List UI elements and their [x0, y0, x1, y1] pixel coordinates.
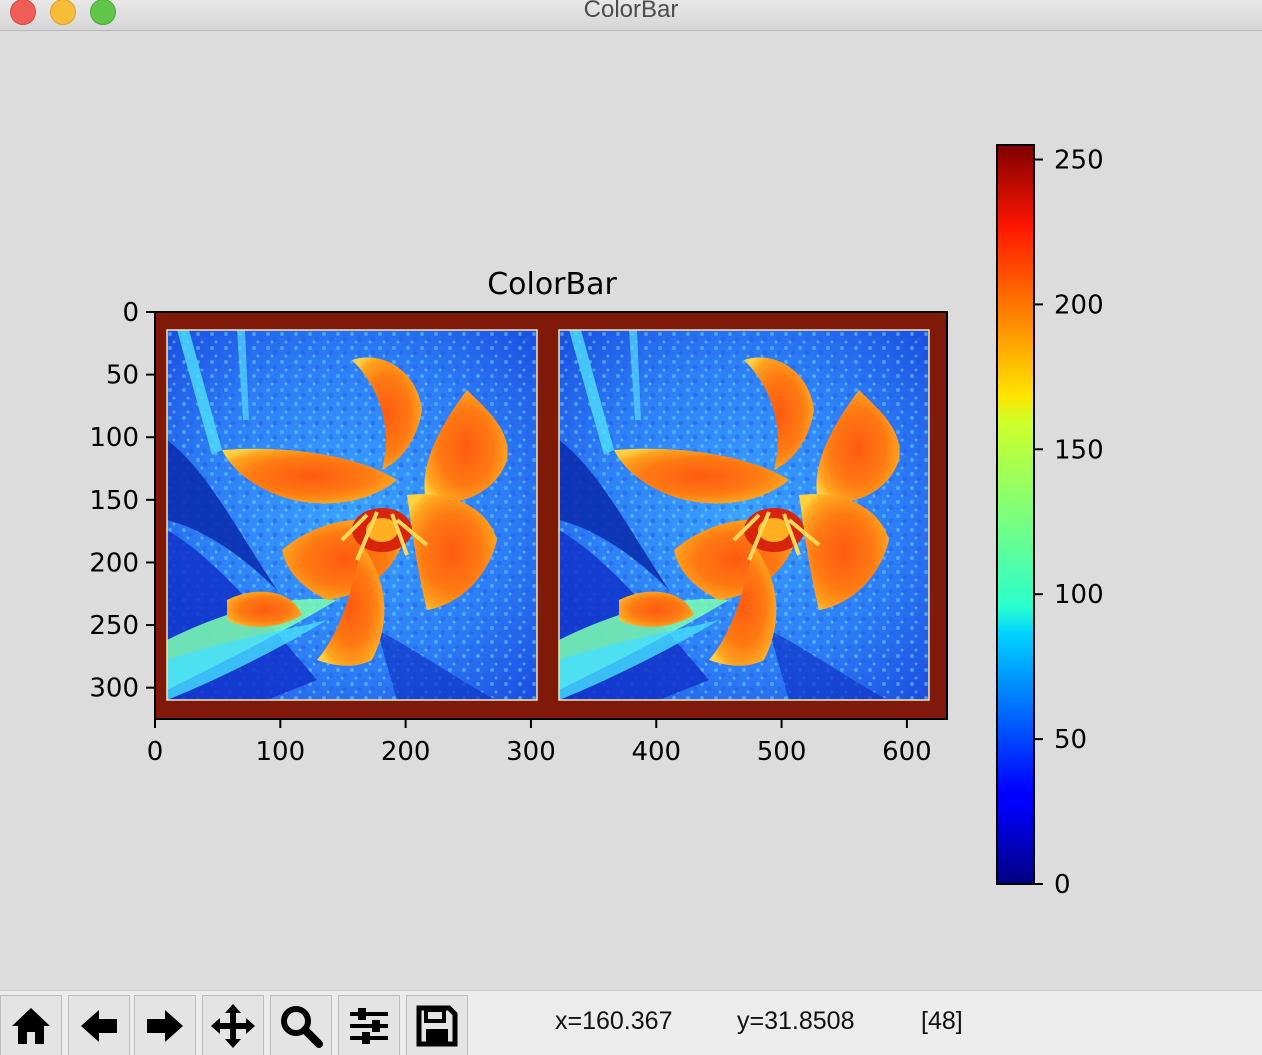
maximize-window-button[interactable]	[90, 0, 116, 25]
y-tick-label: 0	[122, 298, 139, 328]
figure-canvas[interactable]: ColorBar 0 100 200 300 400 500 600 05010015020…	[0, 31, 1262, 989]
pixel-value-readout: [48]	[921, 1007, 963, 1035]
minimize-window-button[interactable]	[50, 0, 76, 25]
x-tick-label: 0	[147, 737, 164, 767]
magnifier-icon	[281, 1005, 323, 1048]
back-button[interactable]	[68, 995, 130, 1055]
forward-button[interactable]	[134, 995, 196, 1055]
colorbar-tick-label: 0	[1054, 870, 1071, 900]
home-icon	[12, 1007, 50, 1044]
colorbar	[996, 144, 1035, 885]
colorbar-tick-label: 250	[1054, 145, 1104, 175]
save-button[interactable]	[406, 995, 468, 1055]
window-titlebar: ColorBar	[0, 0, 1262, 31]
pan-button[interactable]	[202, 995, 264, 1055]
y-tick-label: 100	[89, 423, 139, 453]
y-tick-label: 250	[89, 611, 139, 641]
colorbar-tick-label: 200	[1054, 290, 1104, 320]
x-tick-label: 300	[506, 737, 556, 767]
home-button[interactable]	[0, 995, 62, 1055]
floppy-disk-icon	[416, 1005, 458, 1046]
y-tick-label: 150	[89, 486, 139, 516]
move-icon	[211, 1003, 255, 1048]
zoom-button[interactable]	[270, 995, 332, 1055]
colorbar-tick-label: 100	[1054, 580, 1104, 610]
x-tick-label: 500	[757, 737, 807, 767]
configure-subplots-button[interactable]	[338, 995, 400, 1055]
x-tick-label: 600	[882, 737, 932, 767]
right-image[interactable]	[558, 329, 930, 701]
colorbar-tick-label: 50	[1054, 725, 1087, 755]
chart-title: ColorBar	[487, 267, 617, 302]
x-tick-label: 200	[381, 737, 431, 767]
y-tick-label: 50	[106, 361, 139, 391]
x-tick-label: 400	[631, 737, 681, 767]
close-window-button[interactable]	[10, 0, 36, 25]
colorbar-tick-label: 150	[1054, 435, 1104, 465]
y-coordinate-readout: y=31.8508	[737, 1007, 855, 1035]
arrow-right-icon	[147, 1009, 183, 1042]
axes-spine	[154, 311, 948, 720]
left-image[interactable]	[166, 329, 538, 701]
x-coordinate-readout: x=160.367	[555, 1007, 673, 1035]
sliders-icon	[350, 1007, 388, 1044]
window-title: ColorBar	[583, 0, 679, 23]
arrow-left-icon	[81, 1009, 117, 1042]
x-tick-label: 100	[255, 737, 305, 767]
navigation-toolbar: x=160.367 y=31.8508 [48]	[0, 990, 1262, 1055]
y-tick-label: 300	[89, 674, 139, 704]
y-tick-label: 200	[89, 548, 139, 578]
